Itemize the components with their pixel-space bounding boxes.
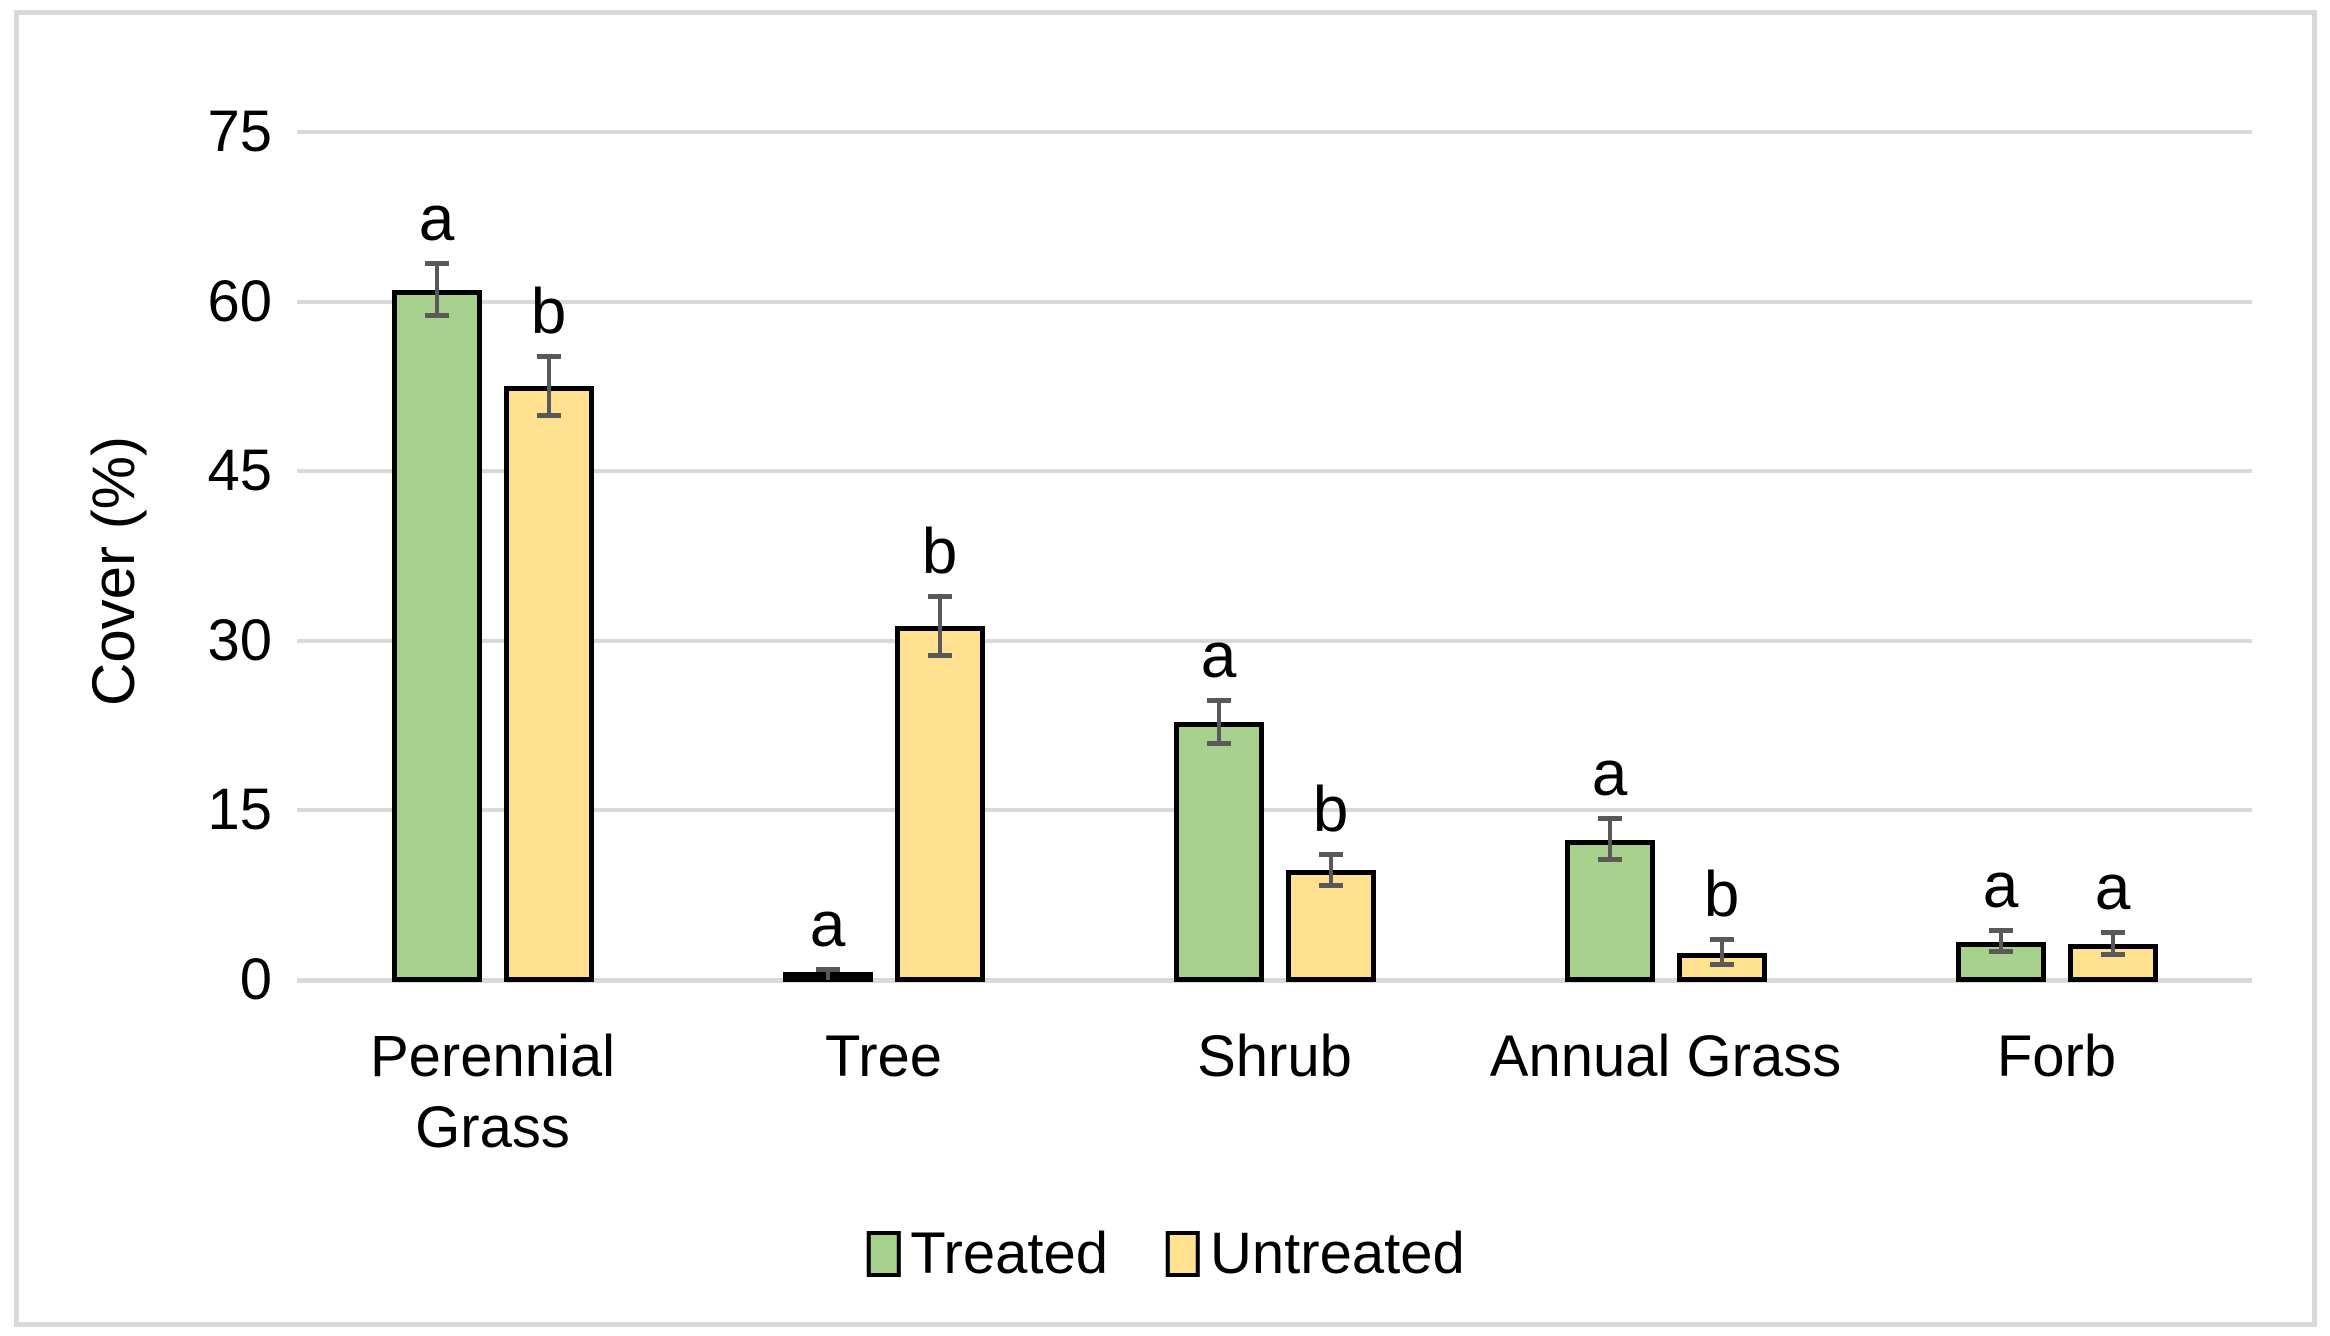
error-bar xyxy=(434,264,439,317)
error-bar xyxy=(546,357,551,416)
error-bar-cap-top xyxy=(2100,929,2125,935)
error-bar-cap-bottom xyxy=(1597,857,1622,863)
significance-letter: b xyxy=(921,514,958,587)
x-category-label: Forb xyxy=(1996,1024,2117,1089)
error-bar-cap-bottom xyxy=(927,652,952,658)
error-bar xyxy=(1216,700,1221,744)
legend-swatch-untreated xyxy=(1166,1231,1201,1278)
error-bar-cap-top xyxy=(424,261,449,267)
error-bar-cap-bottom xyxy=(1709,962,1734,968)
error-bar-cap-top xyxy=(1206,697,1231,703)
legend-item-untreated: Untreated xyxy=(1166,1221,1465,1288)
y-tick-label: 30 xyxy=(207,607,272,673)
significance-letter: b xyxy=(1703,858,1740,931)
y-tick-label: 0 xyxy=(239,947,272,1012)
significance-letter: a xyxy=(1591,737,1628,810)
bar-treated xyxy=(1173,722,1264,982)
error-bar-cap-top xyxy=(1988,928,2013,934)
legend-item-treated: Treated xyxy=(866,1221,1108,1288)
error-bar-cap-top xyxy=(927,593,952,599)
gridline xyxy=(297,130,2252,134)
gridline xyxy=(297,977,2252,983)
error-bar-cap-top xyxy=(1709,937,1734,943)
error-bar-cap-bottom xyxy=(424,313,449,319)
bar-treated xyxy=(391,290,482,982)
x-category-label: Annual Grass xyxy=(1489,1024,1842,1089)
error-bar xyxy=(2110,932,2115,956)
legend-swatch-treated xyxy=(866,1231,901,1278)
y-tick-label: 45 xyxy=(207,438,272,504)
significance-letter: a xyxy=(809,887,846,960)
x-category-label: Perennial Grass xyxy=(369,1024,616,1160)
y-tick-label: 75 xyxy=(207,99,272,164)
significance-letter: a xyxy=(1982,849,2019,922)
plot-area: a b a b a b a b a a xyxy=(297,130,2252,983)
legend-label-untreated: Untreated xyxy=(1210,1221,1465,1286)
bar-untreated xyxy=(894,626,985,982)
gridline xyxy=(297,299,2252,304)
error-bar xyxy=(1998,931,2003,952)
error-bar-cap-bottom xyxy=(536,412,561,418)
gridline xyxy=(297,469,2252,474)
error-bar-cap-bottom xyxy=(1318,883,1343,889)
error-bar-cap-top xyxy=(536,354,561,360)
significance-letter: a xyxy=(2094,850,2131,923)
legend-label-treated: Treated xyxy=(910,1221,1109,1286)
error-bar-cap-bottom xyxy=(1206,740,1231,746)
bar-untreated xyxy=(503,386,594,982)
x-category-label: Tree xyxy=(824,1024,943,1089)
y-tick-label: 60 xyxy=(207,268,272,334)
error-bar-cap-top xyxy=(815,966,840,972)
gridline xyxy=(297,638,2252,643)
significance-letter: a xyxy=(418,182,455,255)
significance-letter: b xyxy=(1312,772,1349,845)
legend: Treated Untreated xyxy=(866,1221,1465,1288)
error-bar xyxy=(1607,819,1612,861)
error-bar-cap-top xyxy=(1597,816,1622,822)
significance-letter: b xyxy=(530,275,567,348)
error-bar xyxy=(825,969,830,980)
x-category-label: Shrub xyxy=(1197,1024,1352,1089)
error-bar xyxy=(1328,854,1333,887)
error-bar xyxy=(937,596,942,656)
gridline xyxy=(297,808,2252,813)
bar-untreated xyxy=(1285,870,1376,982)
y-tick-label: 15 xyxy=(207,777,272,843)
error-bar-cap-bottom xyxy=(1988,948,2013,954)
error-bar-cap-bottom xyxy=(2100,952,2125,958)
error-bar-cap-top xyxy=(1318,851,1343,857)
error-bar xyxy=(1719,940,1724,966)
significance-letter: a xyxy=(1200,618,1237,691)
